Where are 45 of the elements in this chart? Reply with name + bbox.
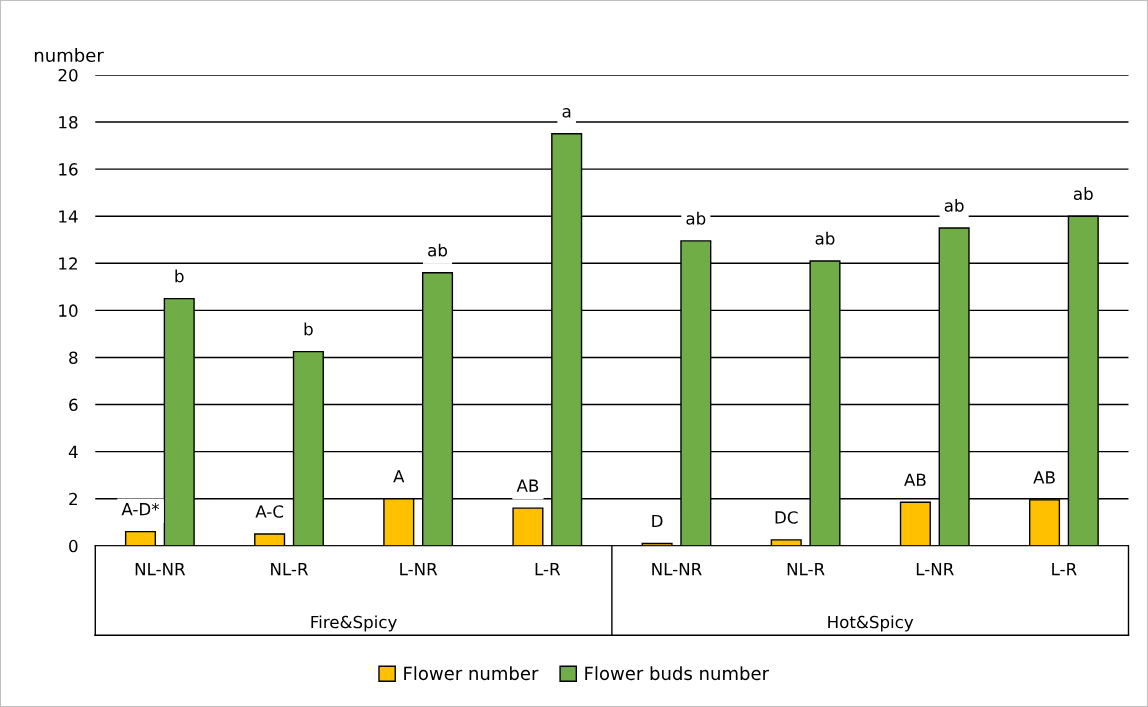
data-label: ab — [815, 231, 835, 245]
bar — [770, 539, 802, 546]
data-label: AB — [516, 479, 539, 492]
data-label: ab — [686, 211, 706, 225]
x-tick-label: NL-R — [787, 562, 825, 576]
y-tick-label: 14 — [59, 210, 78, 223]
y-tick-label: 0 — [69, 539, 78, 553]
data-label: A-C — [255, 505, 284, 518]
x-tick-label: L-R — [535, 562, 561, 576]
data-label: DC — [775, 511, 798, 524]
y-tick-label: 18 — [59, 115, 78, 129]
bar — [254, 533, 286, 546]
x-tick-label: NL-NR — [652, 562, 702, 576]
data-label: b — [175, 269, 184, 283]
data-label: a — [562, 108, 571, 118]
y-tick-label: 10 — [59, 304, 78, 317]
text: Hot&Spicy — [828, 615, 914, 632]
bar — [512, 507, 544, 546]
x-tick-label: L-NR — [916, 562, 954, 576]
bar — [124, 530, 157, 546]
x-tick-label: L-NR — [400, 562, 438, 576]
legend-label: Flower buds number — [585, 666, 770, 681]
text: Fire&Spicy — [311, 615, 397, 632]
data-label: AB — [904, 473, 926, 486]
data-label: AB — [1033, 471, 1055, 484]
y-tick-label: 20 — [58, 68, 78, 82]
data-label: ab — [1073, 187, 1093, 201]
x-tick-label: NL-NR — [135, 562, 186, 576]
data-label: b — [304, 322, 313, 336]
data-label: D — [652, 514, 663, 528]
data-label: A — [393, 470, 405, 483]
data-label: ab — [944, 198, 964, 212]
y-axis-title: number — [34, 48, 104, 63]
data-label: ab — [428, 243, 448, 257]
y-tick-label: 6 — [69, 398, 78, 412]
y-tick-label: 2 — [69, 492, 77, 506]
data-label: A-D* — [121, 502, 160, 516]
legend-label: Flower number — [404, 666, 539, 681]
y-tick-label: 8 — [69, 351, 78, 365]
bar — [899, 501, 931, 546]
x-tick-label: NL-R — [271, 562, 309, 576]
x-tick-label: L-R — [1052, 562, 1077, 576]
y-tick-label: 4 — [68, 445, 78, 458]
y-tick-label: 12 — [59, 257, 77, 270]
y-tick-label: 16 — [59, 163, 78, 176]
